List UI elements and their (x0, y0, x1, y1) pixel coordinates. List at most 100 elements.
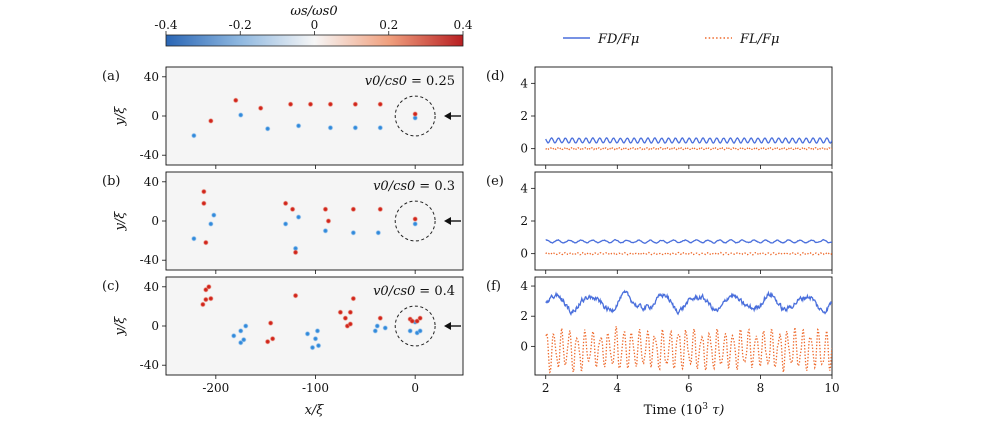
vortex-positive (205, 283, 212, 290)
vortex-negative (375, 229, 382, 236)
panel-b-ytick-label: 0 (151, 214, 159, 228)
vortex-positive (200, 188, 207, 195)
vortex-positive (350, 206, 357, 213)
vortex-negative (295, 214, 302, 221)
vortex-positive (377, 315, 384, 322)
vortex-positive (327, 101, 334, 108)
vortex-negative (352, 124, 359, 131)
vortex-positive (337, 309, 344, 316)
panel-c-xlabel: x/ξ (305, 403, 325, 418)
legend-fd-label: FD/Fμ (597, 32, 639, 47)
panel-a-annotation: v0/cs0 = 0.25 (365, 74, 455, 89)
vortex-positive (282, 200, 289, 207)
panel-f-series (545, 289, 832, 374)
vortex-negative (312, 335, 319, 342)
colorbar-tick-label: 0 (311, 18, 319, 32)
flow-arrow-head (444, 112, 451, 120)
obstacle-circle (394, 200, 436, 242)
panel-c-ytick-label: 40 (144, 280, 159, 294)
vortex-positive (207, 117, 214, 124)
panel-f-ytick-label: 2 (520, 309, 528, 323)
panel-f-xtick-label: 6 (685, 381, 693, 395)
vortex-negative (264, 125, 271, 132)
vortex-positive (287, 101, 294, 108)
panel-a-annot-lhs: v0/cs0 (365, 74, 407, 89)
panel-e-tag: (e) (486, 174, 504, 189)
vortex-negative (210, 212, 217, 219)
vortex-negative (304, 330, 311, 337)
panel-d-ytick-label: 2 (520, 109, 528, 123)
vortex-positive (232, 97, 239, 104)
vortex-negative (242, 323, 249, 329)
panel-f-ytick-label: 0 (520, 339, 528, 353)
panel-c-frame (165, 276, 464, 376)
vortex-positive (377, 206, 384, 213)
panel-c-tag: (c) (102, 279, 119, 294)
colorbar-tick-label: -0.2 (229, 18, 252, 32)
flow-arrow-head (444, 217, 451, 225)
panel-e-line-fl (545, 251, 832, 256)
panel-d-tag: (d) (486, 69, 504, 84)
panel-e: (e) 4 2 0 (486, 171, 833, 274)
vortex-positive (202, 239, 209, 246)
panel-f-xtick-label: 2 (542, 381, 550, 395)
vortex-positive (264, 338, 271, 345)
vortex-positive (267, 320, 274, 327)
panel-f-tag: (f) (486, 279, 501, 294)
vortex-negative (295, 122, 302, 129)
vortex-positive (200, 200, 207, 207)
vortex-positive (199, 301, 206, 308)
vortex-negative (240, 336, 247, 343)
vortex-positive (347, 309, 354, 316)
panel-c-vortices (199, 283, 424, 351)
vortex-negative (322, 227, 329, 234)
panel-c-ytick-label: -40 (140, 358, 159, 372)
panel-f-xlabel: Time (103 τ) (644, 402, 725, 418)
panel-c-annotation: v0/cs0 = 0.4 (373, 284, 455, 299)
panel-a-tag: (a) (102, 69, 120, 84)
panel-b-vortices (190, 188, 419, 256)
panel-c-ytick-label: 0 (151, 319, 159, 333)
panel-a-ytick-label: -40 (140, 148, 159, 162)
vortex-negative (190, 132, 197, 139)
panel-b-annotation: v0/cs0 = 0.3 (373, 179, 455, 194)
panel-e-ytick-label: 2 (520, 214, 528, 228)
vortex-negative (327, 124, 334, 131)
legend: FD/Fμ FL/Fμ (563, 32, 780, 47)
vortex-positive (307, 101, 314, 108)
panel-f: (f) Time (103 τ) 4 2 0 2 4 6 8 10 (486, 276, 840, 418)
colorbar-ticks: -0.4 -0.2 0 0.2 0.4 (154, 18, 473, 35)
panel-f-xtick-label: 4 (613, 381, 621, 395)
panel-d-line-fd (545, 137, 832, 144)
vortex-positive (292, 292, 299, 299)
vortex-positive (347, 321, 354, 328)
vortex-negative (314, 327, 321, 334)
panel-a-vortices (190, 97, 419, 139)
vortex-positive (325, 218, 332, 224)
vortex-positive (409, 318, 416, 325)
panel-a-ylabel: y/ξ (113, 106, 128, 127)
panel-c: (c) v0/cs0 = 0.4 y/ξ x/ξ 40 0 -40 -200 -100 0 (102, 276, 464, 418)
vortex-positive (352, 101, 359, 108)
panel-e-ytick-label: 0 (520, 247, 528, 261)
vortex-negative (350, 229, 357, 236)
xlabel-tau: τ) (708, 403, 724, 418)
panel-c-xtick-label: -200 (202, 381, 229, 395)
panel-f-frame (534, 276, 833, 376)
vortex-positive (412, 111, 419, 118)
panel-b-annot-val: = 0.3 (419, 179, 455, 194)
colorbar: ωs/ωs0 -0.4 -0.2 0 0.2 0.4 (154, 4, 473, 47)
vortex-negative (309, 344, 316, 351)
vortex-negative (417, 327, 424, 334)
panel-d-frame (534, 66, 833, 166)
vortex-negative (382, 324, 389, 331)
legend-fl-label: FL/Fμ (739, 32, 780, 47)
xlabel-exp: 3 (702, 402, 708, 412)
vortex-negative (412, 220, 419, 227)
panel-b-ylabel: y/ξ (113, 211, 128, 232)
colorbar-gradient (165, 34, 464, 47)
vortex-positive (342, 315, 349, 322)
vortex-negative (374, 323, 381, 329)
panel-e-line-fd (545, 238, 832, 244)
panel-c-ylabel: y/ξ (113, 316, 128, 337)
